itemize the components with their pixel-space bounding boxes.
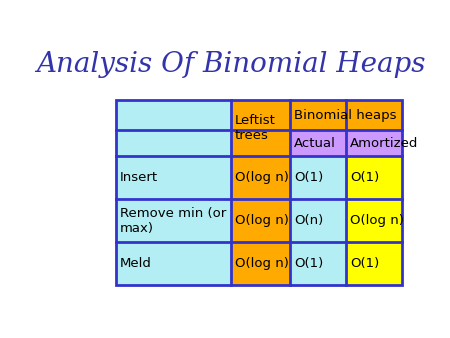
Bar <box>346 156 401 199</box>
Bar <box>116 199 230 242</box>
Text: Insert: Insert <box>120 171 158 184</box>
Bar <box>116 100 230 156</box>
Text: Leftist
trees: Leftist trees <box>235 114 276 142</box>
Bar <box>230 242 290 285</box>
Bar <box>290 199 346 242</box>
Text: O(log n): O(log n) <box>235 171 289 184</box>
Bar <box>290 100 401 130</box>
Bar <box>346 130 401 156</box>
Bar <box>346 199 401 242</box>
Text: O(1): O(1) <box>294 171 324 184</box>
Bar <box>116 242 230 285</box>
Text: O(1): O(1) <box>294 257 324 270</box>
Text: Binomial heaps: Binomial heaps <box>294 109 396 122</box>
Bar <box>116 156 230 199</box>
Bar <box>290 130 346 156</box>
Text: Actual: Actual <box>294 137 336 150</box>
Text: O(log n): O(log n) <box>235 257 289 270</box>
Text: Meld: Meld <box>120 257 152 270</box>
Bar <box>290 242 346 285</box>
Text: O(log n): O(log n) <box>350 214 404 227</box>
Bar <box>346 242 401 285</box>
Text: Analysis Of Binomial Heaps: Analysis Of Binomial Heaps <box>36 51 425 78</box>
Bar <box>230 100 290 156</box>
Text: Amortized: Amortized <box>350 137 418 150</box>
Bar <box>116 100 401 285</box>
Bar <box>230 156 290 199</box>
Text: O(1): O(1) <box>350 257 379 270</box>
Bar <box>230 199 290 242</box>
Bar <box>290 156 346 199</box>
Text: Remove min (or
max): Remove min (or max) <box>120 207 226 235</box>
Text: O(1): O(1) <box>350 171 379 184</box>
Text: O(n): O(n) <box>294 214 324 227</box>
Text: O(log n): O(log n) <box>235 214 289 227</box>
